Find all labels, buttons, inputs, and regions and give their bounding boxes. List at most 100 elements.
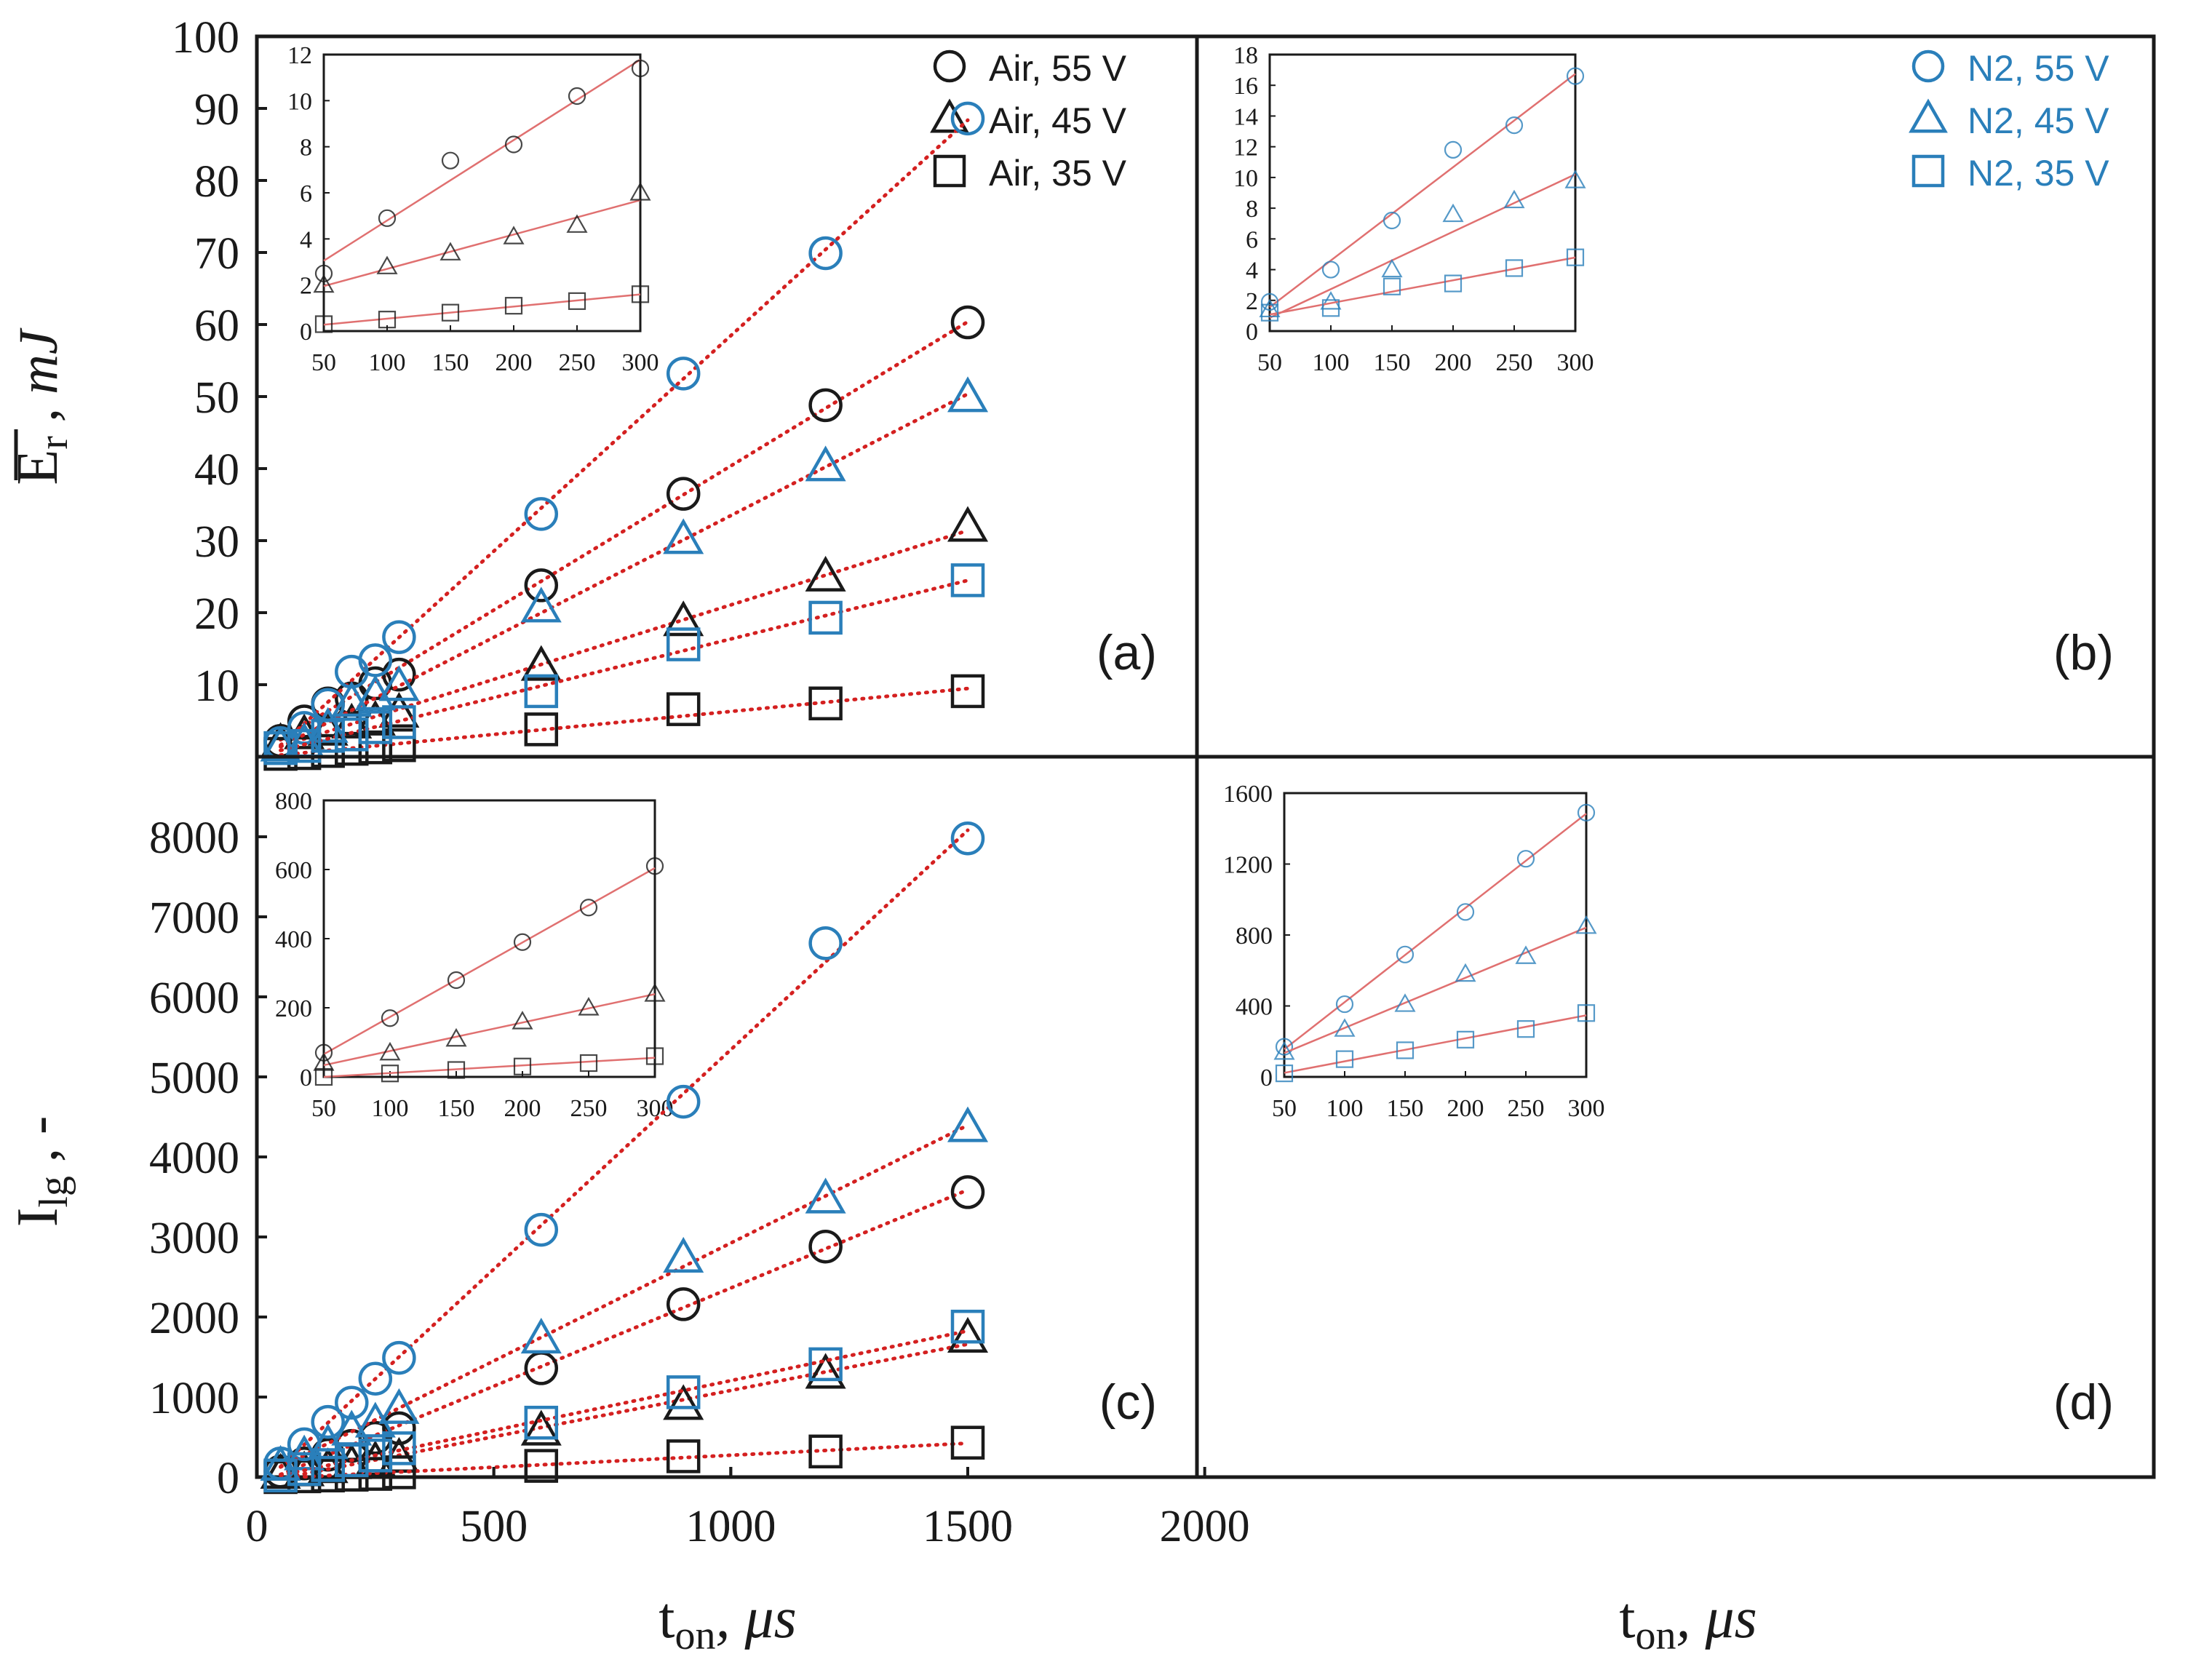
inset-frame [1283, 792, 1588, 1078]
inset-x-tick-label: 300 [622, 349, 659, 376]
inset-point-triangle [512, 1011, 533, 1030]
point-triangle [947, 506, 989, 542]
inset-y-tick-label: 400 [1236, 994, 1273, 1021]
point-circle [335, 1385, 369, 1420]
y-tick-label: 6000 [149, 974, 239, 1023]
point-square [808, 686, 843, 720]
y-tick-label: 40 [194, 445, 239, 495]
point-circle [950, 821, 985, 856]
inset-x-tick-label: 200 [1435, 349, 1472, 376]
inset-y-tick-label: 10 [1233, 165, 1258, 192]
inset-point-circle [1505, 116, 1524, 135]
x-tick-label: 1000 [685, 1502, 776, 1551]
inset-x-tick-label: 200 [1447, 1095, 1484, 1122]
inset-y-tick-label: 0 [300, 319, 312, 346]
inset-y-tick-label: 6 [1246, 226, 1258, 253]
inset-y-tick-label: 400 [275, 926, 312, 953]
legend-marker [1911, 49, 1945, 83]
inset-point-square [1505, 259, 1524, 277]
point-square [666, 627, 701, 661]
inset-point-square [513, 1057, 532, 1075]
legend-label: Air, 55 V [989, 48, 1127, 89]
point-circle [666, 477, 701, 511]
inset-point-triangle [1575, 915, 1597, 934]
inset-y-tick-label: 4 [300, 226, 312, 253]
point-circle [358, 1361, 393, 1396]
inset-point-circle [631, 59, 650, 78]
legend-label: N2, 55 V [1968, 48, 2109, 89]
y-tick-label: 10 [194, 661, 239, 711]
point-triangle [805, 445, 846, 482]
inset-point-circle [447, 971, 466, 990]
inset-point-square [579, 1054, 598, 1073]
fit-line [279, 1342, 970, 1481]
inset-x-tick-label: 250 [1508, 1095, 1545, 1122]
x-tick-label: 2000 [1160, 1502, 1250, 1551]
inset-point-circle [314, 1043, 333, 1062]
inset-x-tick-label: 250 [570, 1095, 608, 1122]
fit-line [279, 1329, 970, 1477]
inset-y-tick-label: 2 [1246, 288, 1258, 315]
point-triangle [663, 600, 704, 637]
y-axis-title-intensity: Ilg , - [6, 1116, 76, 1228]
inset-point-square [1321, 299, 1340, 317]
inset-point-triangle [313, 1052, 335, 1071]
inset-point-square [314, 1067, 333, 1086]
inset-y-tick-label: 12 [287, 42, 312, 69]
inset-y-tick-label: 200 [275, 995, 312, 1022]
inset-fit-line [323, 993, 656, 1067]
fit-line [279, 1441, 970, 1480]
inset-point-square [314, 315, 333, 333]
inset-y-tick-label: 1600 [1223, 781, 1273, 808]
inset-point-circle [381, 1009, 399, 1027]
inset-x-tick-label: 300 [1568, 1095, 1605, 1122]
point-square [358, 710, 393, 744]
inset-x-tick-label: 100 [1313, 349, 1350, 376]
y-tick-label: 0 [217, 1454, 239, 1503]
inset-point-circle [1444, 140, 1463, 159]
inset-point-square [447, 1061, 466, 1079]
inset-y-tick-label: 4 [1246, 258, 1258, 285]
inset-point-square [1516, 1020, 1535, 1038]
x-tick-label: 1000 [685, 1502, 776, 1551]
inset-point-square [504, 297, 523, 315]
inset-y-tick-label: 10 [287, 88, 312, 115]
inset-y-tick-label: 14 [1233, 103, 1258, 130]
point-circle [808, 926, 843, 960]
inset-x-tick-label: 150 [432, 349, 469, 376]
point-circle [524, 1212, 559, 1247]
point-square [808, 1434, 843, 1469]
point-square [666, 692, 701, 726]
inset-point-circle [1260, 293, 1279, 311]
y-tick-label: 70 [194, 229, 239, 279]
panel-label: (d) [2053, 1374, 2114, 1430]
inset-point-triangle [1515, 945, 1537, 964]
point-triangle [663, 1384, 704, 1420]
inset-point-circle [504, 135, 523, 154]
inset-point-triangle [379, 1041, 401, 1061]
point-square [358, 1457, 393, 1491]
inset-point-triangle [1442, 203, 1464, 223]
panel-d: 500 1000 1500 2000(d)50 100 150 200 250 30004008… [260, 755, 2156, 1551]
y-tick-label: 5000 [149, 1054, 239, 1103]
point-square [382, 1431, 416, 1465]
y-tick-label: 8000 [149, 813, 239, 863]
y-tick-label: 3000 [149, 1214, 239, 1263]
inset-y-tick-label: 2 [300, 273, 312, 300]
inset-point-square [645, 1047, 664, 1065]
legend-label: N2, 35 V [1968, 153, 2109, 194]
point-circle [950, 101, 985, 136]
inset-point-circle [1382, 211, 1401, 230]
inset-point-triangle [439, 242, 461, 260]
y-tick-label: 30 [194, 517, 239, 567]
point-triangle [805, 1177, 846, 1214]
inset-point-circle [568, 87, 586, 106]
inset-point-triangle [1455, 963, 1476, 982]
legend-marker [933, 154, 966, 188]
inset-point-triangle [566, 214, 588, 233]
point-circle [666, 1084, 701, 1119]
point-triangle [947, 376, 989, 413]
inset-fit-line [1269, 256, 1576, 316]
